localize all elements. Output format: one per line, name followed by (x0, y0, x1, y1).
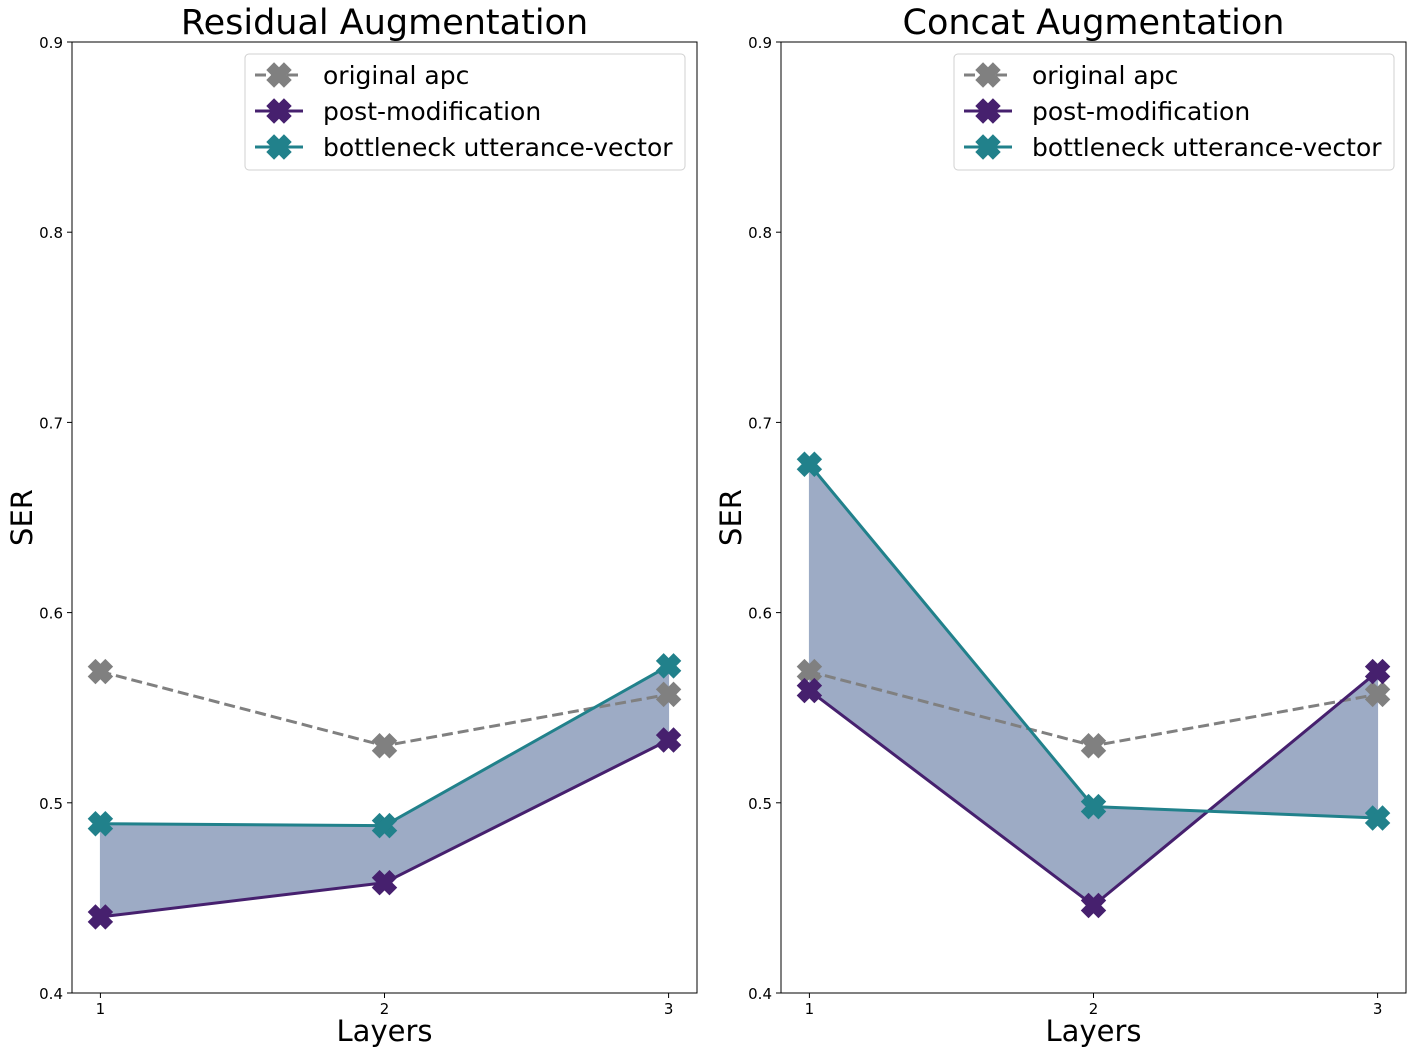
y-axis-label: SER (714, 489, 748, 546)
data-point (655, 653, 682, 679)
legend-box (953, 53, 1395, 171)
y-tick-label: 0.4 (748, 985, 772, 1003)
legend-label: original apc (1032, 61, 1178, 90)
legend-item: post-modification (255, 97, 541, 126)
data-point (796, 658, 823, 685)
legend-item: original apc (255, 61, 469, 90)
chart-panel-2: 0.4 0.5 0.6 0.7 0.8 0.9 1 2 3 Concat Augmentation… (714, 3, 1407, 1048)
data-point (87, 810, 114, 837)
y-tick-label: 0.6 (39, 605, 63, 623)
legend-item: bottleneck utterance-vector (255, 133, 673, 162)
legend-marker (266, 98, 292, 124)
y-tick-label: 0.7 (39, 414, 63, 432)
y-axis-label: SER (5, 489, 39, 546)
legend-marker (266, 62, 292, 88)
legend-label: post-modification (323, 97, 541, 126)
x-axis-label: Layers (1046, 1014, 1142, 1048)
x-tick-label: 3 (664, 1000, 674, 1018)
y-tick-label: 0.9 (748, 34, 772, 52)
legend-label: original apc (323, 61, 469, 90)
y-tick-label: 0.6 (748, 605, 772, 623)
legend-label: bottleneck utterance-vector (323, 133, 673, 162)
legend-marker (975, 98, 1001, 124)
x-tick-label: 2 (380, 1000, 390, 1018)
y-tick-label: 0.9 (39, 34, 63, 52)
data-point (1080, 892, 1107, 919)
chart-title: Residual Augmentation (181, 3, 588, 43)
data-point (655, 681, 682, 708)
legend-box (244, 53, 686, 171)
chart-panel-1: 0.4 0.5 0.6 0.7 0.8 0.9 1 2 3 Residual Augmentati… (5, 3, 698, 1048)
legend: original apc post-modification bottleneck … (244, 53, 686, 171)
data-point (1364, 805, 1391, 831)
data-point (1080, 793, 1107, 820)
legend-marker (975, 134, 1001, 160)
legend-marker (266, 134, 292, 160)
legend-label: bottleneck utterance-vector (1032, 133, 1382, 162)
chart-title: Concat Augmentation (903, 3, 1285, 43)
legend-item: post-modification (964, 97, 1250, 126)
y-tick-label: 0.4 (39, 985, 63, 1003)
x-tick-label: 2 (1089, 1000, 1099, 1018)
data-point (371, 869, 398, 896)
legend-item: original apc (964, 61, 1178, 90)
legend: original apc post-modification bottleneck … (953, 53, 1395, 171)
data-point (371, 733, 398, 759)
data-point (796, 451, 823, 477)
legend-item: bottleneck utterance-vector (964, 133, 1382, 162)
y-tick-label: 0.5 (39, 795, 63, 813)
x-tick-label: 1 (805, 1000, 815, 1018)
data-point (796, 677, 823, 704)
y-tick-label: 0.8 (748, 224, 772, 242)
data-point (1364, 681, 1391, 708)
x-tick-label: 3 (1373, 1000, 1383, 1018)
data-point (655, 727, 682, 753)
data-point (87, 904, 114, 930)
x-axis-label: Layers (337, 1014, 433, 1048)
data-point (87, 658, 114, 685)
y-tick-label: 0.8 (39, 224, 63, 242)
data-point (1080, 733, 1107, 759)
y-tick-label: 0.5 (748, 795, 772, 813)
x-tick-label: 1 (96, 1000, 106, 1018)
data-point (1364, 658, 1391, 685)
legend-label: post-modification (1032, 97, 1250, 126)
data-point (371, 812, 398, 839)
y-tick-label: 0.7 (748, 414, 772, 432)
legend-marker (975, 62, 1001, 88)
